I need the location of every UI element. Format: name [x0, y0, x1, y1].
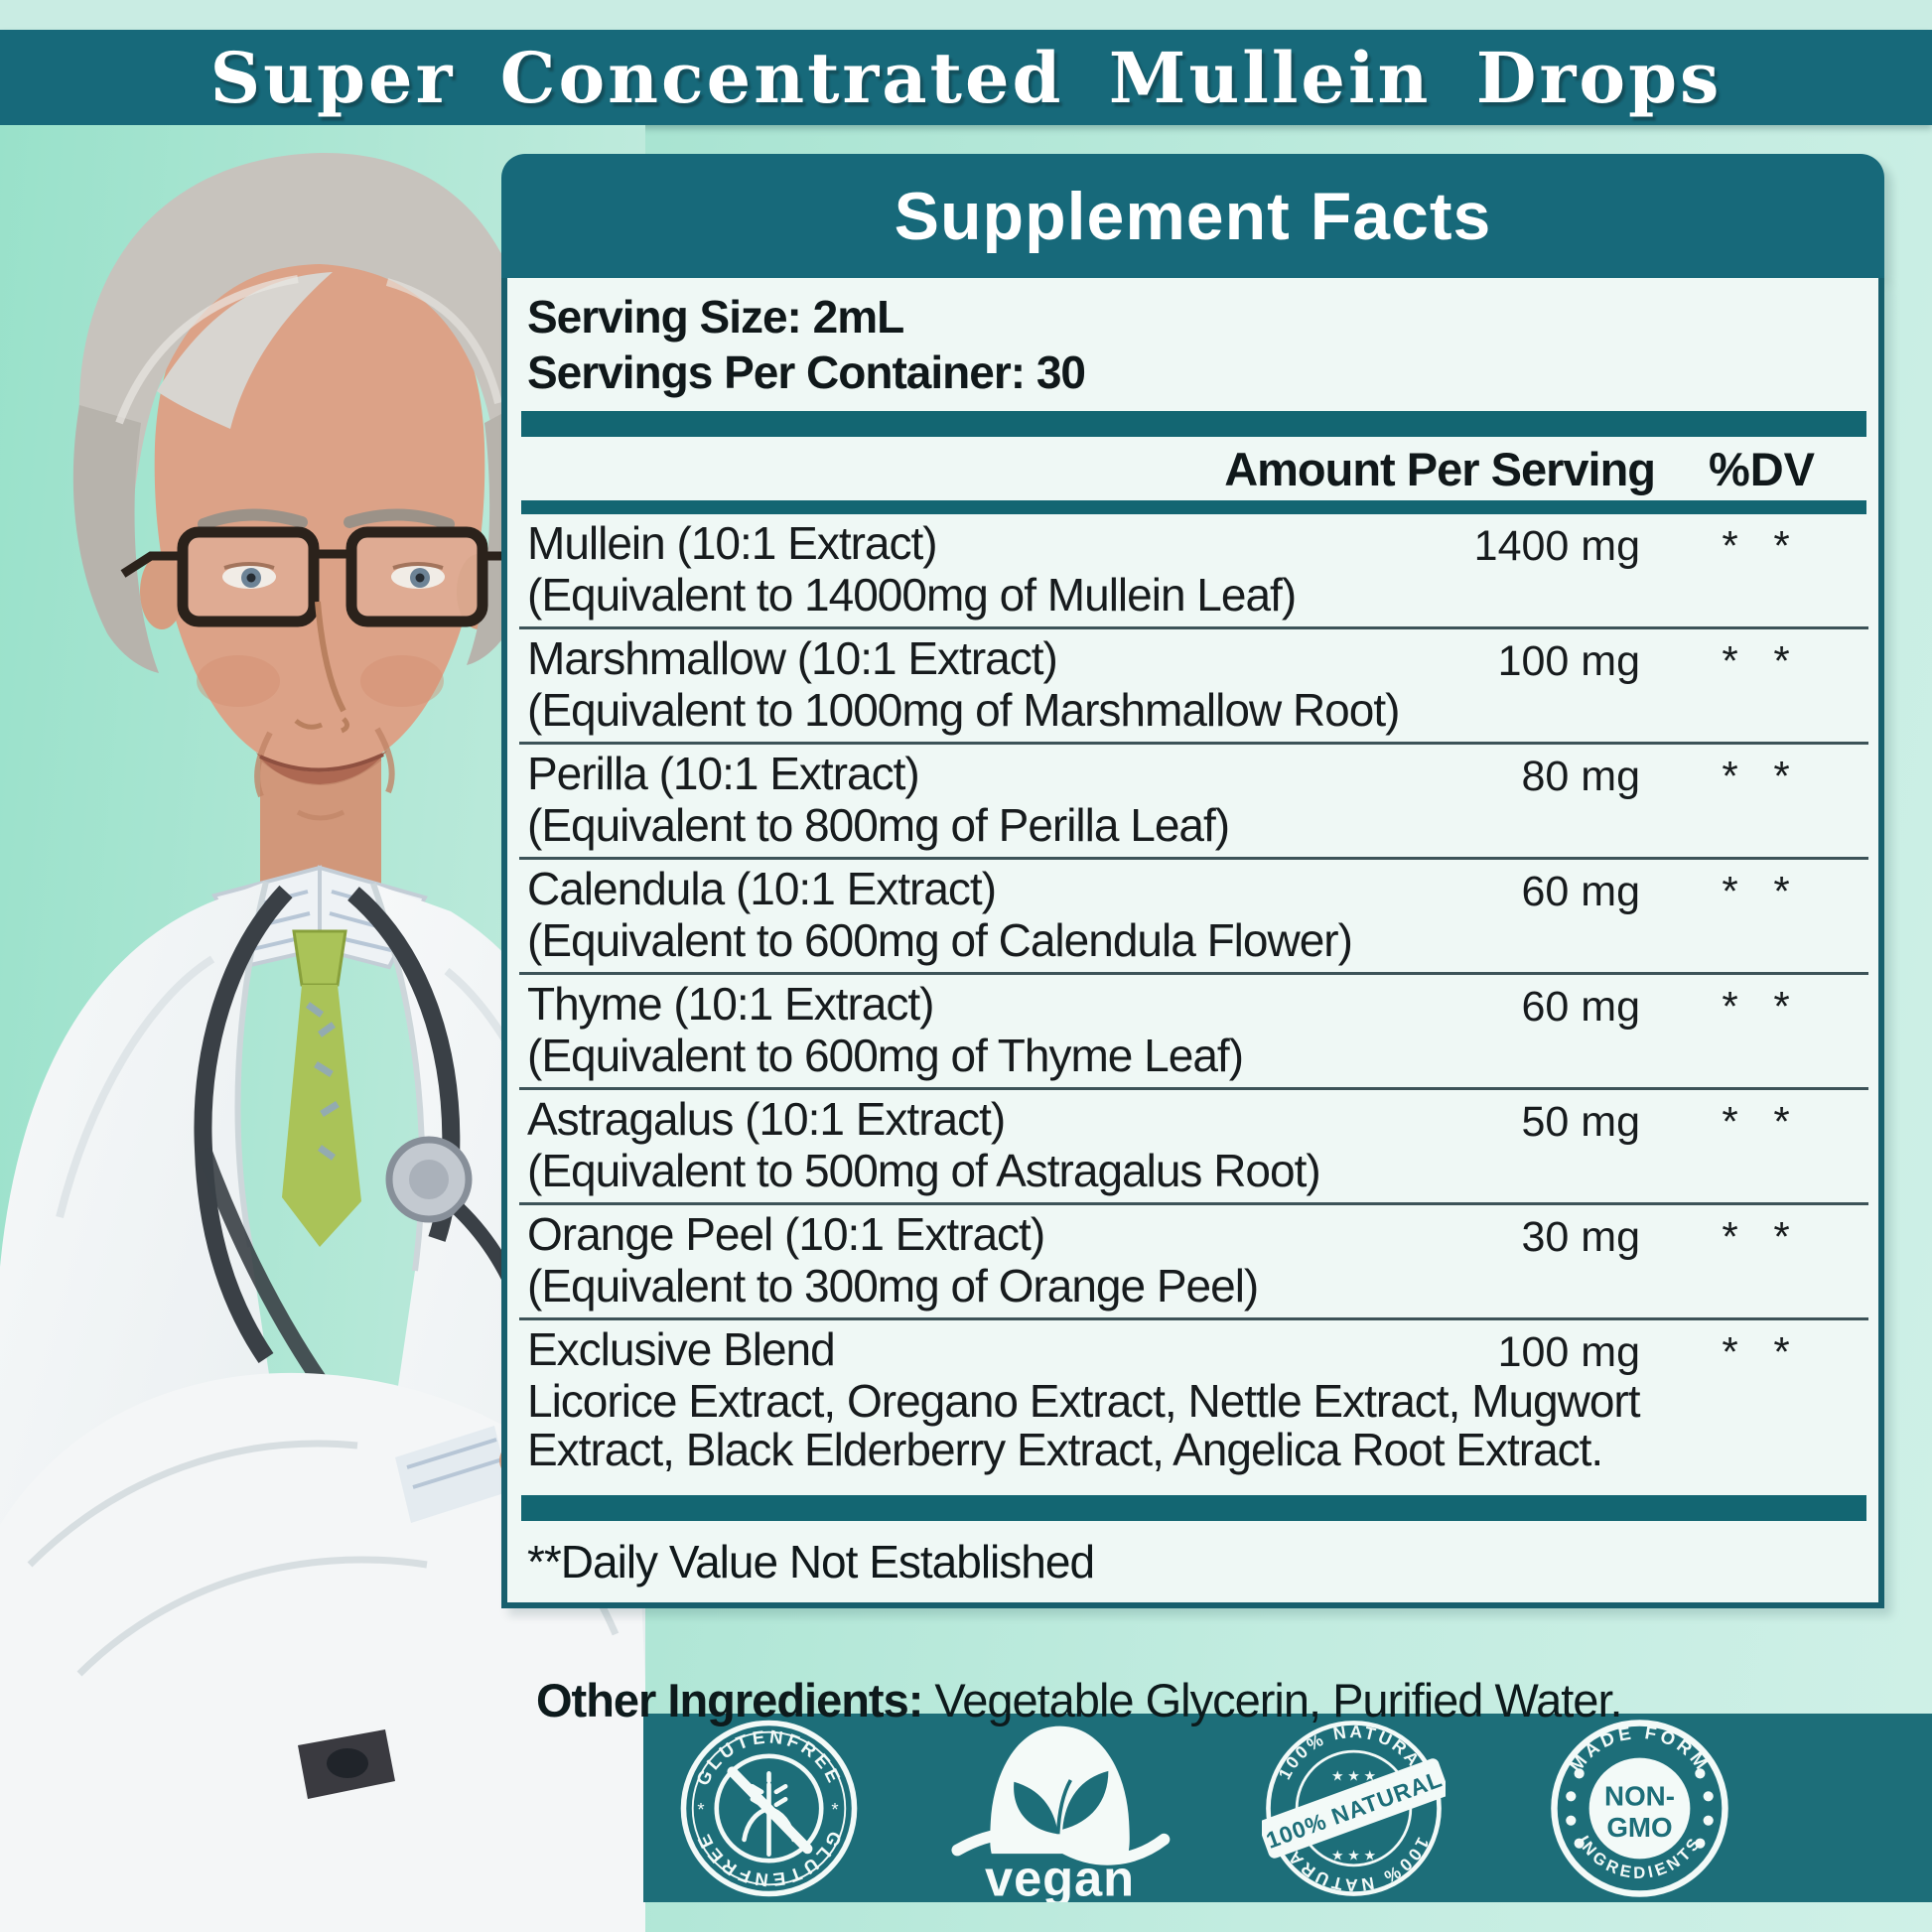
table-row-blend: Exclusive Blend 100 mg * * Licorice Extr… [519, 1317, 1868, 1481]
ingredient-amount: 50 mg [1521, 1098, 1640, 1146]
crossed-arms [0, 1372, 645, 1932]
table-row: Calendula (10:1 Extract) 60 mg * * (Equi… [519, 857, 1868, 972]
other-ingredients: Other Ingredients: Vegetable Glycerin, P… [536, 1673, 1623, 1727]
ingredient-dv: * * [1722, 868, 1802, 914]
svg-text:★ ★ ★: ★ ★ ★ [1331, 1768, 1376, 1784]
divider-bar [521, 500, 1866, 514]
ingredient-dv: * * [1722, 1213, 1802, 1260]
svg-text:★ ★ ★: ★ ★ ★ [1331, 1847, 1376, 1863]
ingredient-equivalent: (Equivalent to 14000mg of Mullein Leaf) [527, 569, 1297, 621]
table-row: Orange Peel (10:1 Extract) 30 mg * * (Eq… [519, 1202, 1868, 1317]
leaf-icon [1014, 1770, 1109, 1835]
svg-text:*: * [697, 1799, 704, 1820]
tie [282, 929, 361, 1247]
dot-ring [1566, 1768, 1714, 1849]
non-gmo-badge-icon: MADE FORM INGREDIENTS NON- GMO [1548, 1717, 1731, 1900]
ingredient-dv: * * [1722, 637, 1802, 684]
column-headers: Amount Per Serving %DV [519, 437, 1868, 500]
amount-column-header: Amount Per Serving [1224, 442, 1656, 495]
ingredient-amount: 100 mg [1497, 1328, 1640, 1376]
ingredient-dv: * * [1722, 522, 1802, 569]
ingredient-name: Orange Peel (10:1 Extract) [527, 1208, 1045, 1260]
vegan-label: vegan [985, 1851, 1135, 1902]
table-row: Astragalus (10:1 Extract) 50 mg * * (Equ… [519, 1087, 1868, 1202]
ingredient-name: Marshmallow (10:1 Extract) [527, 632, 1058, 684]
top-strip [0, 0, 1932, 30]
ingredient-equivalent: (Equivalent to 600mg of Calendula Flower… [527, 914, 1353, 966]
servings-per-container: Servings Per Container: 30 [527, 346, 1086, 398]
other-ingredients-text: Vegetable Glycerin, Purified Water. [922, 1674, 1622, 1726]
other-ingredients-label: Other Ingredients: [536, 1674, 923, 1726]
dv-footnote: **Daily Value Not Established [527, 1536, 1095, 1587]
panel-title: Supplement Facts [894, 178, 1492, 254]
serving-size: Serving Size: 2mL [527, 291, 904, 343]
ingredient-name: Astragalus (10:1 Extract) [527, 1093, 1006, 1145]
banner: Super Concentrated Mullein Drops [0, 30, 1932, 125]
ingredient-equivalent: (Equivalent to 1000mg of Marshmallow Roo… [527, 684, 1400, 736]
ingredient-equivalent: (Equivalent to 300mg of Orange Peel) [527, 1260, 1259, 1311]
ingredient-name: Calendula (10:1 Extract) [527, 863, 997, 914]
ingredient-amount: 60 mg [1521, 983, 1640, 1031]
ingredient-amount: 100 mg [1497, 637, 1640, 685]
ingredient-amount: 1400 mg [1473, 522, 1640, 570]
panel-body: Serving Size: 2mL Servings Per Container… [501, 278, 1884, 1608]
ingredient-name: Thyme (10:1 Extract) [527, 978, 934, 1030]
ingredient-dv: * * [1722, 1328, 1802, 1375]
ingredient-equivalent: (Equivalent to 600mg of Thyme Leaf) [527, 1030, 1244, 1081]
ingredient-equivalent: (Equivalent to 800mg of Perilla Leaf) [527, 799, 1230, 851]
ingredient-amount: 60 mg [1521, 868, 1640, 915]
ingredient-amount: 30 mg [1521, 1213, 1640, 1261]
vegan-badge-icon: vegan [943, 1714, 1176, 1902]
ingredient-dv: * * [1722, 753, 1802, 799]
dv-column-header: %DV [1708, 442, 1816, 495]
non-gmo-line2: GMO [1606, 1812, 1672, 1843]
divider-bar [521, 1495, 1866, 1521]
ingredient-amount: 80 mg [1521, 753, 1640, 800]
ingredient-name: Exclusive Blend [527, 1323, 836, 1375]
ingredient-dv: * * [1722, 1098, 1802, 1145]
supplement-facts-panel: Supplement Facts Serving Size: 2mL Servi… [501, 154, 1884, 1608]
table-row: Thyme (10:1 Extract) 60 mg * * (Equivale… [519, 972, 1868, 1087]
svg-text:*: * [831, 1799, 838, 1820]
blend-description: Licorice Extract, Oregano Extract, Nettl… [527, 1375, 1641, 1475]
ingredient-dv: * * [1722, 983, 1802, 1030]
divider-bar [521, 411, 1866, 437]
non-gmo-line1: NON- [1604, 1781, 1675, 1812]
table-row: Mullein (10:1 Extract) 1400 mg * * (Equi… [519, 514, 1868, 626]
banner-title: Super Concentrated Mullein Drops [209, 36, 1723, 119]
natural-badge-icon: 100% NATURAL 100% NATURAL ★ ★ ★ ★ ★ ★ 10… [1262, 1717, 1446, 1900]
panel-header: Supplement Facts [501, 154, 1884, 278]
gluten-free-badge-icon: GLUTENFREE GLUTENFREE * * [677, 1717, 861, 1900]
table-row: Marshmallow (10:1 Extract) 100 mg * * (E… [519, 626, 1868, 742]
badge-band: GLUTENFREE GLUTENFREE * * [643, 1714, 1932, 1902]
ingredient-equivalent: (Equivalent to 500mg of Astragalus Root) [527, 1145, 1321, 1196]
hair [78, 152, 538, 633]
ingredient-name: Perilla (10:1 Extract) [527, 748, 920, 799]
table-row: Perilla (10:1 Extract) 80 mg * * (Equiva… [519, 742, 1868, 857]
ingredient-name: Mullein (10:1 Extract) [527, 517, 938, 569]
